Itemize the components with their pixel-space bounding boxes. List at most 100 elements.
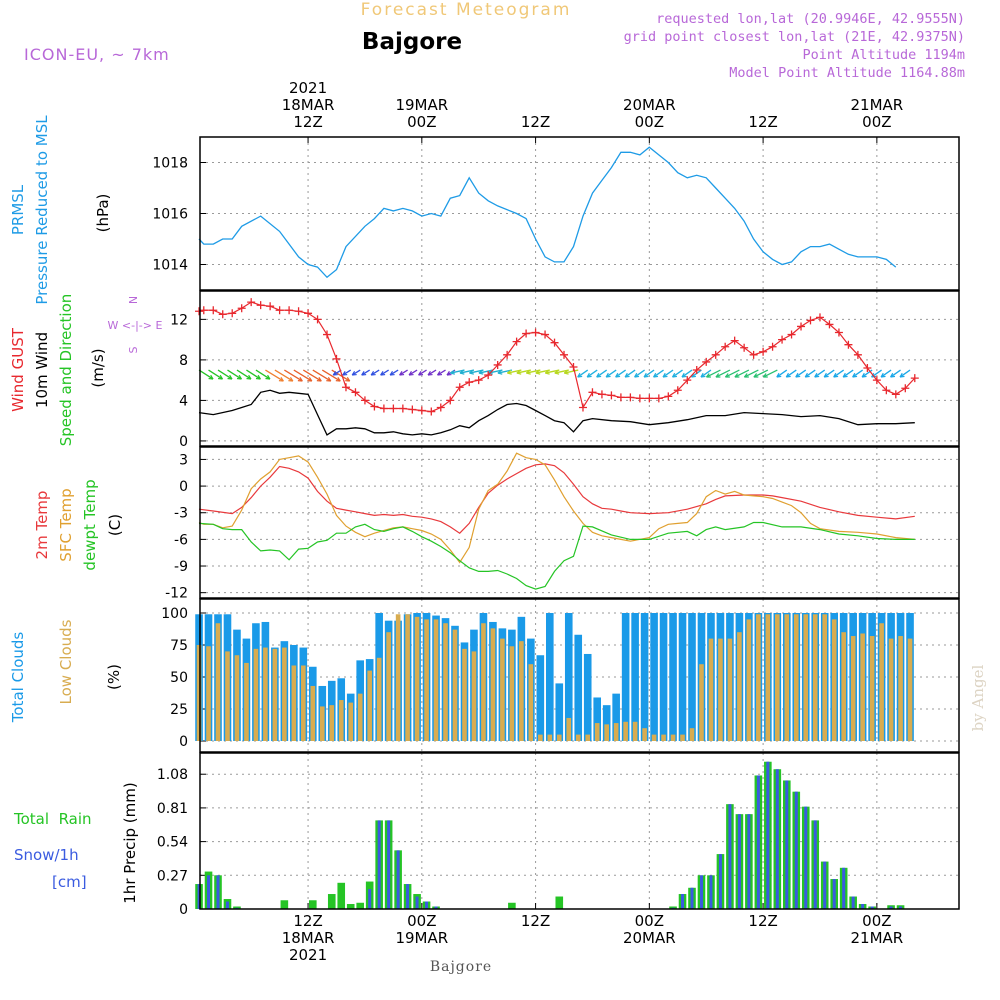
gust-marker xyxy=(569,362,578,371)
wind-arrow xyxy=(753,369,769,378)
low-cloud-bar xyxy=(566,717,572,741)
dew-label: dewpt Temp xyxy=(81,479,99,570)
gust-marker xyxy=(759,347,768,356)
low-cloud-bar xyxy=(395,614,401,741)
precip-ylabel: 1hr Precip (mm) xyxy=(121,782,139,903)
y-tick-label: -12 xyxy=(165,586,188,602)
snow-bar xyxy=(737,814,741,909)
low-clouds-label: Low Clouds xyxy=(57,619,75,704)
wind-arrow xyxy=(776,369,788,378)
wind-arrow-head xyxy=(762,373,768,378)
low-cloud-bar xyxy=(405,614,410,741)
rain-bar xyxy=(337,882,346,909)
y-tick-label: 1016 xyxy=(152,207,188,223)
low-cloud-bar xyxy=(433,619,439,741)
total-clouds-label: Total Clouds xyxy=(9,632,27,724)
low-cloud-bar xyxy=(519,641,524,741)
wind-arrow xyxy=(545,369,560,374)
low-cloud-bar xyxy=(898,636,903,741)
rain-bar xyxy=(508,902,516,909)
low-cloud-bar xyxy=(329,705,335,741)
bottom-time-label: 18MAR xyxy=(282,929,335,947)
gust-marker xyxy=(588,388,597,397)
snow-bar xyxy=(207,875,211,909)
low-cloud-bar xyxy=(642,728,647,741)
wind-arrow xyxy=(634,369,645,378)
gust-marker xyxy=(844,340,853,349)
gust-marker xyxy=(607,391,616,400)
total-cloud-bar xyxy=(631,613,639,741)
wind-arrow xyxy=(725,369,740,378)
bottom-time-label: 20MAR xyxy=(623,929,676,947)
gust-marker xyxy=(654,394,663,403)
gust-marker xyxy=(323,330,332,339)
gust-marker xyxy=(379,404,388,413)
wind-arrow xyxy=(535,369,550,374)
wind-arrow-head xyxy=(823,372,829,378)
gust-marker xyxy=(626,393,635,402)
gust-marker xyxy=(199,306,208,315)
wind-arrow-head xyxy=(653,372,659,378)
snow-bar xyxy=(377,820,381,909)
pressure-label-2: Pressure Reduced to MSL xyxy=(33,115,51,305)
wind-arrow-head xyxy=(437,370,443,376)
gust-marker xyxy=(597,390,606,399)
low-cloud-bar xyxy=(594,723,600,741)
wind-arrow xyxy=(564,369,579,374)
clouds-labels: Total Clouds Low Clouds (%) xyxy=(9,619,123,723)
wind-arrow xyxy=(408,369,418,376)
gust-marker xyxy=(266,302,275,311)
model-label: ICON-EU, ~ 7km xyxy=(24,45,170,64)
low-cloud-bar xyxy=(822,614,828,741)
y-tick-label: 100 xyxy=(161,606,188,622)
snow-bar xyxy=(889,906,893,909)
wind-arrow xyxy=(469,369,484,374)
low-cloud-bar xyxy=(689,728,695,741)
wind-arrow xyxy=(342,369,352,376)
wind-arrow-head xyxy=(715,373,721,378)
y-tick-label: 50 xyxy=(170,670,188,686)
y-tick-label: 25 xyxy=(170,702,188,718)
low-cloud-bar xyxy=(528,664,534,741)
point-altitude: Point Altitude 1194m xyxy=(802,47,965,63)
wind-unit: (m/s) xyxy=(89,348,107,387)
gust-marker xyxy=(417,406,426,415)
gust-marker xyxy=(635,394,644,403)
gust-marker xyxy=(237,304,246,313)
bottom-time-label: 19MAR xyxy=(395,929,448,947)
wind-arrow-head xyxy=(563,369,569,375)
sfc-temp-line xyxy=(198,452,915,564)
wind-arrow-head xyxy=(427,370,433,376)
low-cloud-bar xyxy=(301,665,306,741)
total-cloud-bar xyxy=(593,697,601,741)
total-cloud-bar xyxy=(564,613,573,741)
wind-arrow xyxy=(478,369,494,374)
low-cloud-bar xyxy=(338,700,344,741)
wind-arrow xyxy=(681,369,693,378)
rain-bar xyxy=(555,896,564,909)
low-cloud-bar xyxy=(793,614,799,741)
wind-arrow-head xyxy=(890,372,896,378)
top-time-label: 21MAR xyxy=(851,96,904,114)
low-cloud-bar xyxy=(765,614,771,741)
low-cloud-bar xyxy=(670,734,676,741)
y-tick-label: -6 xyxy=(174,532,188,548)
low-cloud-bar xyxy=(348,702,354,741)
gust-marker xyxy=(522,329,531,338)
wind-arrow xyxy=(763,369,778,378)
wind-arrow xyxy=(526,369,541,374)
total-cloud-bar xyxy=(678,613,687,741)
gust-marker xyxy=(436,403,445,412)
footer-location: Bajgore xyxy=(430,959,492,975)
low-cloud-bar xyxy=(282,647,287,741)
wind-arrow xyxy=(459,369,475,374)
total-cloud-bar xyxy=(650,613,658,741)
low-cloud-bar xyxy=(784,614,790,741)
wind-arrow xyxy=(351,369,361,376)
wind-arrow-head xyxy=(297,376,303,382)
top-time-label: 00Z xyxy=(862,113,891,131)
gust-marker xyxy=(341,383,350,392)
wind-arrow xyxy=(265,369,284,382)
